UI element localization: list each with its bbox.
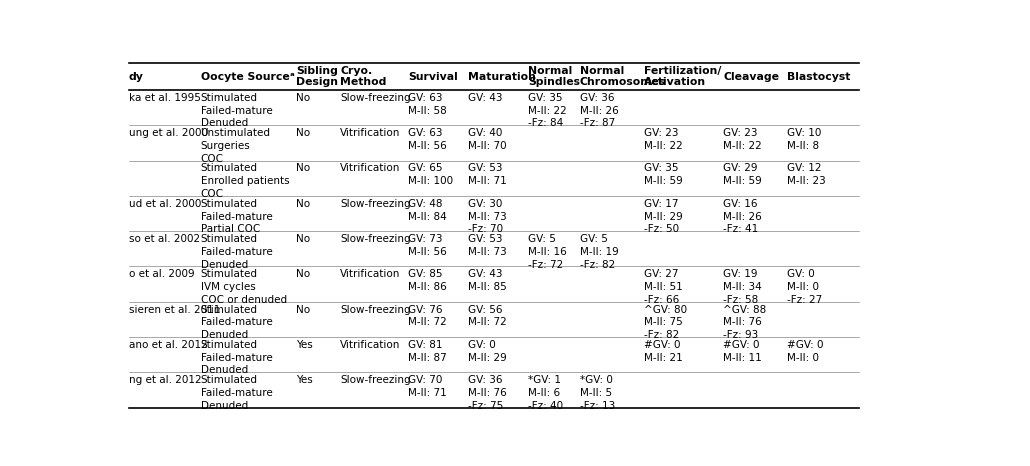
- Text: Stimulated
Failed-mature
Denuded: Stimulated Failed-mature Denuded: [201, 375, 272, 411]
- Text: ka et al. 1995: ka et al. 1995: [129, 93, 201, 103]
- Text: Vitrification: Vitrification: [340, 269, 401, 279]
- Text: GV: 65
M-II: 100: GV: 65 M-II: 100: [408, 164, 453, 186]
- Text: #GV: 0
M-II: 11: #GV: 0 M-II: 11: [723, 340, 762, 363]
- Text: No: No: [297, 234, 310, 244]
- Text: GV: 0
M-II: 0
-Fz: 27: GV: 0 M-II: 0 -Fz: 27: [787, 269, 823, 305]
- Text: GV: 48
M-II: 84: GV: 48 M-II: 84: [408, 199, 447, 221]
- Text: GV: 53
M-II: 71: GV: 53 M-II: 71: [468, 164, 507, 186]
- Text: No: No: [297, 199, 310, 209]
- Text: #GV: 0
M-II: 0: #GV: 0 M-II: 0: [787, 340, 824, 363]
- Text: GV: 43
M-II: 85: GV: 43 M-II: 85: [468, 269, 507, 292]
- Text: Slow-freezing: Slow-freezing: [340, 93, 411, 103]
- Text: Stimulated
Failed-mature
Partial COC: Stimulated Failed-mature Partial COC: [201, 199, 272, 234]
- Text: Blastocyst: Blastocyst: [787, 72, 851, 82]
- Text: GV: 12
M-II: 23: GV: 12 M-II: 23: [787, 164, 826, 186]
- Text: Maturation: Maturation: [468, 72, 536, 82]
- Text: No: No: [297, 128, 310, 138]
- Text: GV: 43: GV: 43: [468, 93, 503, 103]
- Text: Cleavage: Cleavage: [723, 72, 780, 82]
- Text: #GV: 0
M-II: 21: #GV: 0 M-II: 21: [644, 340, 682, 363]
- Text: Stimulated
IVM cycles
COC or denuded: Stimulated IVM cycles COC or denuded: [201, 269, 286, 305]
- Text: Fertilization/
Activation: Fertilization/ Activation: [644, 66, 721, 87]
- Text: GV: 16
M-II: 26
-Fz: 41: GV: 16 M-II: 26 -Fz: 41: [723, 199, 762, 234]
- Text: GV: 63
M-II: 58: GV: 63 M-II: 58: [408, 93, 447, 116]
- Text: sieren et al. 2011: sieren et al. 2011: [129, 305, 220, 315]
- Text: GV: 56
M-II: 72: GV: 56 M-II: 72: [468, 305, 507, 328]
- Text: No: No: [297, 164, 310, 173]
- Text: GV: 17
M-II: 29
-Fz: 50: GV: 17 M-II: 29 -Fz: 50: [644, 199, 682, 234]
- Text: GV: 23
M-II: 22: GV: 23 M-II: 22: [644, 128, 682, 151]
- Text: GV: 0
M-II: 29: GV: 0 M-II: 29: [468, 340, 507, 363]
- Text: No: No: [297, 269, 310, 279]
- Text: Slow-freezing: Slow-freezing: [340, 199, 411, 209]
- Text: GV: 35
M-II: 59: GV: 35 M-II: 59: [644, 164, 682, 186]
- Text: GV: 36
M-II: 26
-Fz: 87: GV: 36 M-II: 26 -Fz: 87: [580, 93, 618, 129]
- Text: Slow-freezing: Slow-freezing: [340, 305, 411, 315]
- Text: Yes: Yes: [297, 340, 313, 350]
- Text: Stimulated
Failed-mature
Denuded: Stimulated Failed-mature Denuded: [201, 305, 272, 340]
- Text: GV: 81
M-II: 87: GV: 81 M-II: 87: [408, 340, 447, 363]
- Text: No: No: [297, 93, 310, 103]
- Text: GV: 70
M-II: 71: GV: 70 M-II: 71: [408, 375, 447, 398]
- Text: GV: 63
M-II: 56: GV: 63 M-II: 56: [408, 128, 447, 151]
- Text: GV: 40
M-II: 70: GV: 40 M-II: 70: [468, 128, 507, 151]
- Text: Vitrification: Vitrification: [340, 164, 401, 173]
- Text: GV: 29
M-II: 59: GV: 29 M-II: 59: [723, 164, 762, 186]
- Text: Normal
Chromosomes: Normal Chromosomes: [580, 66, 666, 87]
- Text: Slow-freezing: Slow-freezing: [340, 375, 411, 385]
- Text: GV: 10
M-II: 8: GV: 10 M-II: 8: [787, 128, 822, 151]
- Text: Cryo.
Method: Cryo. Method: [340, 66, 386, 87]
- Text: Vitrification: Vitrification: [340, 340, 401, 350]
- Text: Normal
Spindles: Normal Spindles: [527, 66, 580, 87]
- Text: *GV: 0
M-II: 5
-Fz: 13: *GV: 0 M-II: 5 -Fz: 13: [580, 375, 615, 411]
- Text: ud et al. 2000: ud et al. 2000: [129, 199, 201, 209]
- Text: GV: 5
M-II: 16
-Fz: 72: GV: 5 M-II: 16 -Fz: 72: [527, 234, 566, 270]
- Text: Vitrification: Vitrification: [340, 128, 401, 138]
- Text: Stimulated
Failed-mature
Denuded: Stimulated Failed-mature Denuded: [201, 93, 272, 129]
- Text: Slow-freezing: Slow-freezing: [340, 234, 411, 244]
- Text: dy: dy: [129, 72, 143, 82]
- Text: ^GV: 88
M-II: 76
-Fz: 93: ^GV: 88 M-II: 76 -Fz: 93: [723, 305, 766, 340]
- Text: Stimulated
Failed-mature
Denuded: Stimulated Failed-mature Denuded: [201, 340, 272, 376]
- Text: GV: 73
M-II: 56: GV: 73 M-II: 56: [408, 234, 447, 257]
- Text: GV: 30
M-II: 73
-Fz: 70: GV: 30 M-II: 73 -Fz: 70: [468, 199, 507, 234]
- Text: Survival: Survival: [408, 72, 458, 82]
- Text: GV: 23
M-II: 22: GV: 23 M-II: 22: [723, 128, 762, 151]
- Text: GV: 35
M-II: 22
-Fz: 84: GV: 35 M-II: 22 -Fz: 84: [527, 93, 566, 129]
- Text: Stimulated
Enrolled patients
COC: Stimulated Enrolled patients COC: [201, 164, 289, 199]
- Text: GV: 36
M-II: 76
-Fz: 75: GV: 36 M-II: 76 -Fz: 75: [468, 375, 507, 411]
- Text: *GV: 1
M-II: 6
-Fz: 40: *GV: 1 M-II: 6 -Fz: 40: [527, 375, 563, 411]
- Text: ^GV: 80
M-II: 75
-Fz: 82: ^GV: 80 M-II: 75 -Fz: 82: [644, 305, 687, 340]
- Text: GV: 19
M-II: 34
-Fz: 58: GV: 19 M-II: 34 -Fz: 58: [723, 269, 762, 305]
- Text: Sibling
Design: Sibling Design: [297, 66, 339, 87]
- Text: ano et al. 2012: ano et al. 2012: [129, 340, 207, 350]
- Text: ng et al. 2012: ng et al. 2012: [129, 375, 202, 385]
- Text: o et al. 2009: o et al. 2009: [129, 269, 195, 279]
- Text: GV: 76
M-II: 72: GV: 76 M-II: 72: [408, 305, 447, 328]
- Text: Unstimulated
Surgeries
COC: Unstimulated Surgeries COC: [201, 128, 271, 164]
- Text: GV: 53
M-II: 73: GV: 53 M-II: 73: [468, 234, 507, 257]
- Text: GV: 85
M-II: 86: GV: 85 M-II: 86: [408, 269, 447, 292]
- Text: Stimulated
Failed-mature
Denuded: Stimulated Failed-mature Denuded: [201, 234, 272, 270]
- Text: GV: 27
M-II: 51
-Fz: 66: GV: 27 M-II: 51 -Fz: 66: [644, 269, 682, 305]
- Text: ung et al. 2000: ung et al. 2000: [129, 128, 208, 138]
- Text: No: No: [297, 305, 310, 315]
- Text: GV: 5
M-II: 19
-Fz: 82: GV: 5 M-II: 19 -Fz: 82: [580, 234, 618, 270]
- Text: so et al. 2002: so et al. 2002: [129, 234, 200, 244]
- Text: Yes: Yes: [297, 375, 313, 385]
- Text: Oocyte Sourceᵃ: Oocyte Sourceᵃ: [201, 72, 295, 82]
